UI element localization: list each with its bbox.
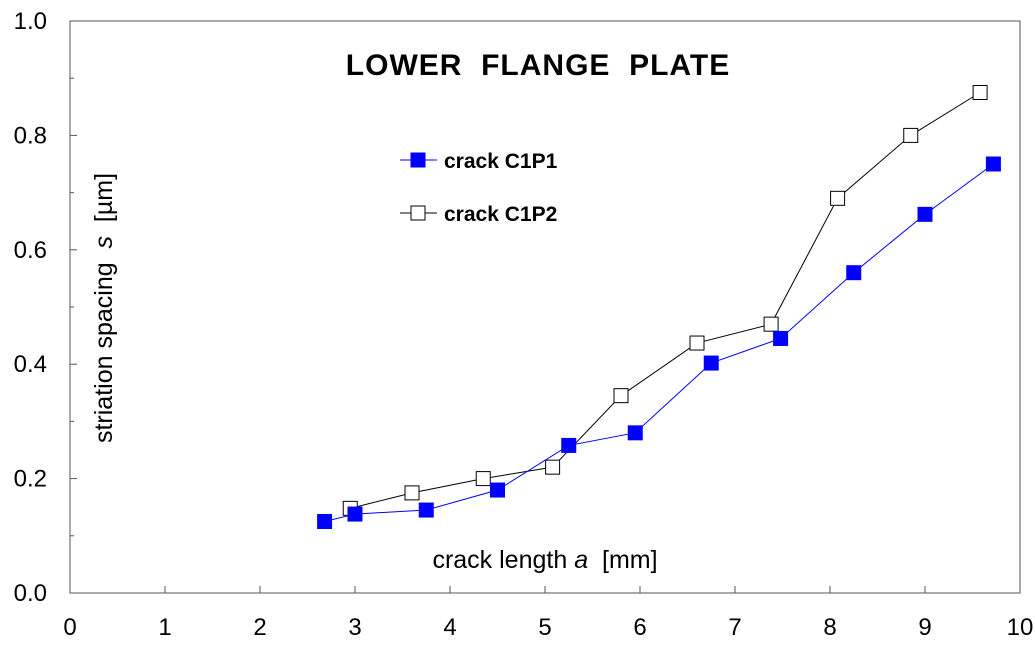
x-tick-label: 3 [348, 614, 361, 641]
data-point [703, 355, 719, 371]
data-point [972, 85, 988, 100]
plot-area-frame [69, 20, 1021, 594]
x-tick-label: 5 [538, 614, 551, 641]
y-tick-label: 0.8 [14, 122, 47, 149]
series-1 [317, 156, 1001, 529]
x-tick-label: 10 [1007, 614, 1034, 641]
y-tick-label: 0.2 [14, 466, 47, 493]
legend-item: crack C1P2 [400, 203, 557, 226]
data-point [317, 514, 333, 529]
legend: crack C1P1 crack C1P2 [400, 150, 558, 226]
data-point [830, 190, 846, 206]
data-point [689, 335, 705, 351]
x-tick-label: 8 [823, 614, 836, 641]
legend-label: crack C1P2 [444, 203, 557, 226]
y-axis-label: striation spacing s [µm] [90, 173, 118, 443]
y-tick-label: 1.0 [14, 8, 47, 35]
y-tick-label: 0.0 [14, 580, 47, 607]
x-tick-label: 0 [63, 614, 76, 641]
data-point [985, 156, 1001, 172]
data-point [404, 485, 420, 501]
legend-item: crack C1P1 [400, 150, 558, 173]
x-axis-label: crack length a [mm] [432, 546, 657, 574]
legend-label: crack C1P1 [444, 150, 558, 173]
data-point [773, 330, 789, 346]
x-tick-label: 6 [633, 614, 646, 641]
series-layer [317, 85, 1001, 529]
ticks-layer: 0 1 2 3 4 5 6 7 8 9 10 0.0 0.2 0.4 0.6 0.8 1.0 [14, 8, 1034, 641]
series-2 [342, 85, 988, 516]
chart-title: LOWER FLANGE PLATE [346, 49, 730, 82]
data-point [763, 316, 779, 332]
x-tick-label: 7 [728, 614, 741, 641]
y-tick-label: 0.6 [14, 237, 47, 264]
data-point [347, 506, 363, 522]
data-point [561, 437, 577, 453]
data-point [613, 388, 629, 404]
data-point [545, 459, 561, 475]
x-tick-label: 4 [443, 614, 456, 641]
data-point [627, 425, 643, 441]
data-point [418, 502, 434, 518]
data-point [490, 482, 505, 498]
x-tick-label: 9 [918, 614, 931, 641]
y-tick-label: 0.4 [14, 351, 47, 378]
series-line [350, 92, 981, 509]
legend-marker [410, 205, 426, 221]
data-point [846, 265, 862, 281]
data-point [917, 206, 933, 222]
data-point [903, 127, 919, 143]
x-tick-label: 1 [158, 614, 171, 641]
legend-marker [410, 152, 426, 168]
x-tick-label: 2 [253, 614, 266, 641]
data-point [475, 471, 491, 487]
